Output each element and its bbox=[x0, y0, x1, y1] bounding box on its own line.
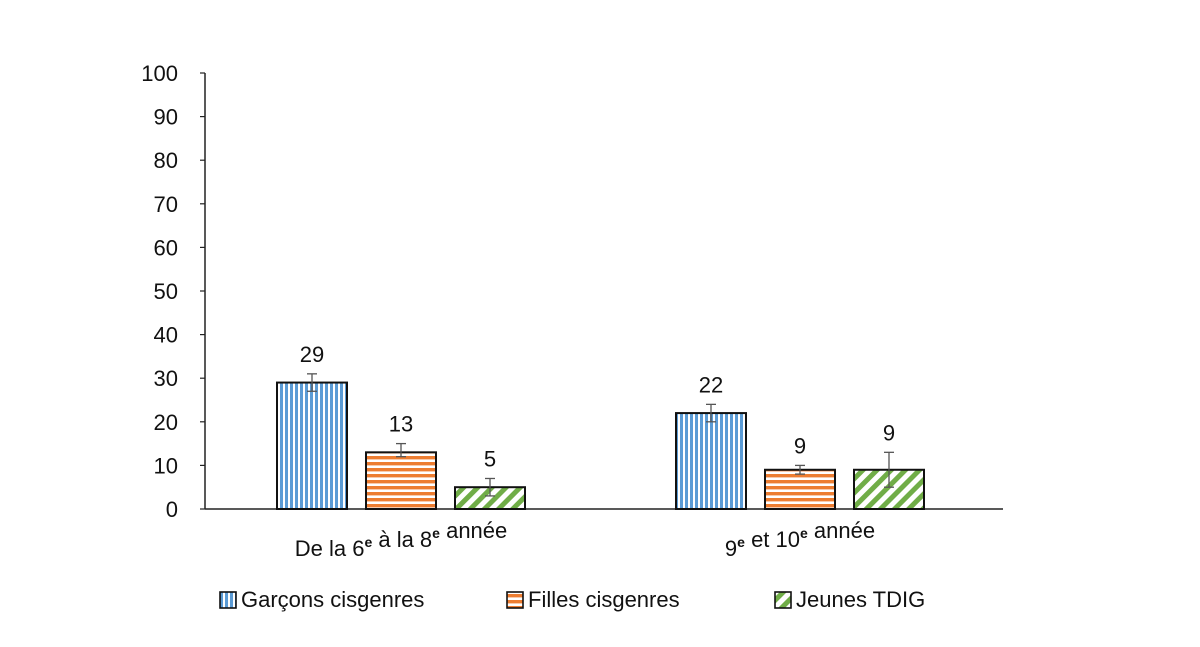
x-category-label: 9e et 10e année bbox=[725, 518, 875, 561]
data-label: 13 bbox=[389, 412, 413, 437]
bars: 29 22 13 9 5 9 bbox=[276, 342, 925, 511]
legend-swatch bbox=[506, 591, 524, 609]
y-tick-label: 30 bbox=[154, 366, 178, 391]
y-tick-label: 100 bbox=[141, 61, 178, 86]
data-label: 22 bbox=[699, 372, 723, 397]
x-axis: De la 6e à la 8e année 9e et 10e année bbox=[205, 508, 1003, 561]
bar-1-1 bbox=[276, 381, 348, 510]
y-tick-label: 0 bbox=[166, 497, 178, 522]
y-tick-label: 20 bbox=[154, 410, 178, 435]
y-tick-label: 10 bbox=[154, 453, 178, 478]
bar-2-2 bbox=[764, 468, 836, 511]
y-tick-label: 90 bbox=[154, 105, 178, 130]
y-tick-label: 40 bbox=[154, 323, 178, 348]
legend-swatch bbox=[219, 591, 237, 609]
bar-1-2 bbox=[675, 412, 747, 510]
legend-label: Filles cisgenres bbox=[528, 587, 680, 612]
y-axis: 0 10 20 30 40 50 60 70 80 90 100 bbox=[141, 61, 206, 522]
data-label: 29 bbox=[300, 342, 324, 367]
y-tick-label: 60 bbox=[154, 235, 178, 260]
y-tick-label: 50 bbox=[154, 279, 178, 304]
legend: Garçons cisgenres Filles cisgenres Jeunes … bbox=[219, 587, 925, 612]
y-tick-label: 80 bbox=[154, 148, 178, 173]
data-label: 5 bbox=[484, 446, 496, 471]
data-label: 9 bbox=[794, 433, 806, 458]
legend-swatch bbox=[774, 591, 792, 609]
data-label: 9 bbox=[883, 420, 895, 445]
bar-2-1 bbox=[365, 451, 437, 511]
legend-label: Jeunes TDIG bbox=[796, 587, 925, 612]
y-tick-label: 70 bbox=[154, 192, 178, 217]
legend-label: Garçons cisgenres bbox=[241, 587, 424, 612]
x-category-label: De la 6e à la 8e année bbox=[295, 518, 508, 561]
